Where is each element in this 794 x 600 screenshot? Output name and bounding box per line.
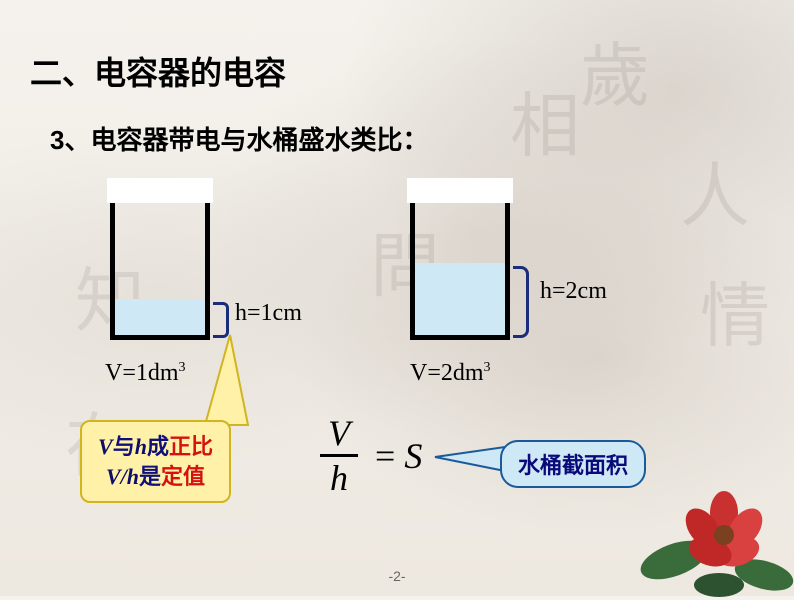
bucket-1-water bbox=[115, 299, 205, 335]
yc-l1-end: 成 bbox=[147, 434, 169, 459]
section-subtitle: 3、电容器带电与水桶盛水类比： bbox=[50, 120, 428, 157]
section-title: 二、电容器的电容 bbox=[30, 48, 286, 94]
bg-char: 人 bbox=[680, 140, 750, 241]
bucket-1-h-label: h=1cm bbox=[235, 300, 302, 327]
bucket-1-bracket bbox=[213, 302, 229, 338]
bucket-2-wall-left bbox=[410, 180, 415, 340]
yellow-callout-line2: V/h是定值 bbox=[98, 462, 213, 492]
bucket-1-v-label: V=1dm3 bbox=[105, 360, 186, 387]
bucket-1-wall-bottom bbox=[110, 335, 210, 340]
bucket-1-wall-right bbox=[205, 180, 210, 340]
yc-l1-h: h bbox=[135, 434, 147, 459]
bg-char: 歲 bbox=[580, 20, 650, 121]
bucket-2-bracket bbox=[513, 266, 529, 338]
yellow-callout: V与h成正比 V/h是定值 bbox=[80, 420, 231, 503]
bucket-2 bbox=[410, 180, 510, 340]
bucket-2-h-label: h=2cm bbox=[540, 278, 607, 305]
flower-decoration bbox=[614, 430, 794, 600]
bucket-2-water bbox=[415, 263, 505, 335]
bucket-2-v-sup: 3 bbox=[484, 360, 491, 375]
bg-char: 相 bbox=[510, 70, 580, 171]
yc-l1-mid: 与 bbox=[113, 434, 135, 459]
yc-l2-mid: 是 bbox=[139, 464, 161, 489]
yc-l1-v: V bbox=[98, 434, 113, 459]
bucket-1-wall-left bbox=[110, 180, 115, 340]
bg-char: 情 bbox=[700, 260, 770, 361]
bucket-2-v-label: V=2dm3 bbox=[410, 360, 491, 387]
bucket-1-v-prefix: V=1dm bbox=[105, 360, 179, 386]
formula-den: h bbox=[320, 457, 358, 499]
yc-l1-red: 正比 bbox=[169, 434, 213, 459]
bucket-1-top-mask bbox=[107, 178, 213, 203]
formula: V h = S bbox=[320, 412, 422, 499]
yellow-callout-line1: V与h成正比 bbox=[98, 432, 213, 462]
formula-num: V bbox=[320, 412, 358, 454]
bucket-1 bbox=[110, 180, 210, 340]
bucket-1-v-sup: 3 bbox=[179, 360, 186, 375]
formula-fraction: V h bbox=[320, 412, 358, 499]
yc-l2-red: 定值 bbox=[161, 464, 205, 489]
bucket-2-wall-right bbox=[505, 180, 510, 340]
bucket-2-wall-bottom bbox=[410, 335, 510, 340]
yc-l2-h: h bbox=[127, 464, 139, 489]
bucket-2-v-prefix: V=2dm bbox=[410, 360, 484, 386]
page-number: -2- bbox=[388, 568, 405, 584]
formula-rhs: = S bbox=[375, 435, 422, 477]
yc-l2-v: V bbox=[106, 464, 121, 489]
bucket-2-top-mask bbox=[407, 178, 513, 203]
